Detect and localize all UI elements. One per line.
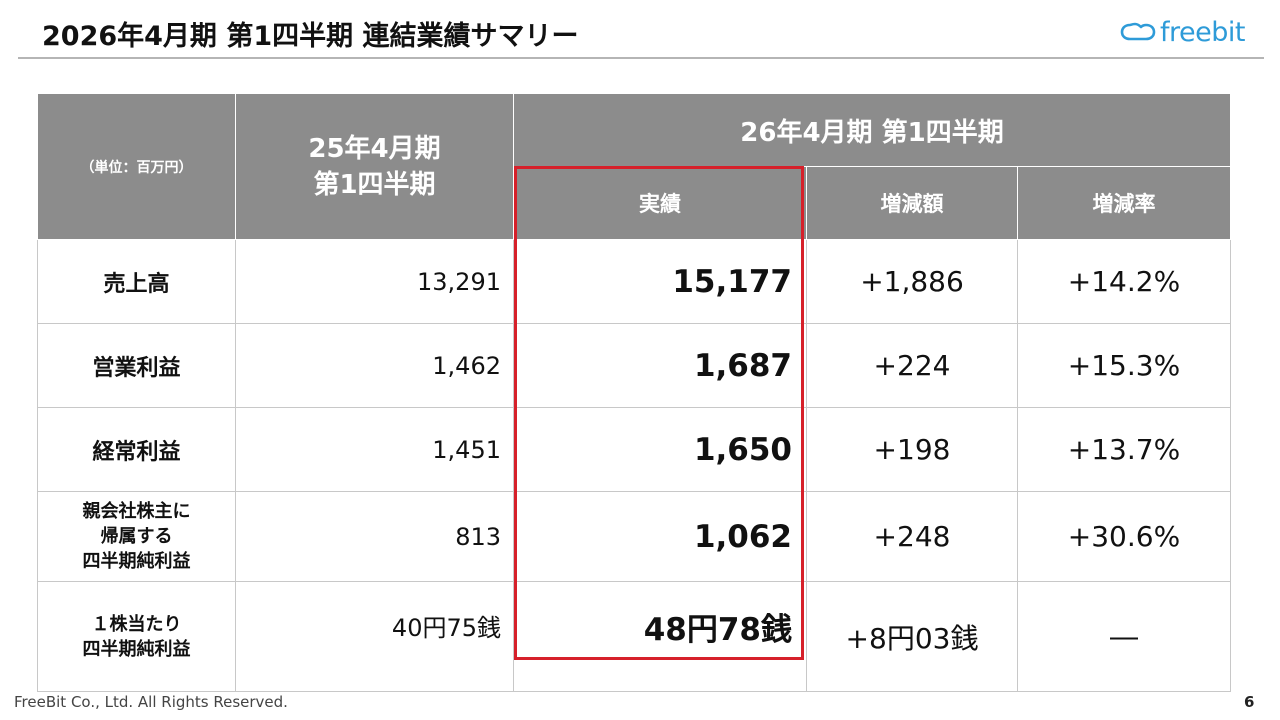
current-period-header: 26年4月期 第1四半期 — [513, 93, 1231, 167]
freebit-logo: freebit — [1120, 16, 1265, 48]
rate-value: +30.6% — [1017, 491, 1231, 582]
row-label-line: １株当たり — [91, 613, 182, 635]
prev-header-line2: 第1四半期 — [313, 169, 436, 200]
actual-value: 1,062 — [513, 491, 807, 582]
row-label: １株当たり 四半期純利益 — [37, 581, 236, 692]
page-title: 2026年4月期 第1四半期 連結業績サマリー — [42, 21, 579, 52]
page-number: 6 — [1244, 693, 1255, 711]
prev-value: 813 — [235, 491, 514, 582]
rate-value: +13.7% — [1017, 407, 1231, 492]
actual-value: 1,650 — [513, 407, 807, 492]
col-actual-header: 実績 — [513, 166, 807, 240]
actual-value: 1,687 — [513, 323, 807, 408]
prev-value: 1,462 — [235, 323, 514, 408]
row-label-line: 四半期純利益 — [82, 551, 191, 572]
unit-label: （単位：百万円） — [37, 93, 236, 240]
rate-value: +14.2% — [1017, 239, 1231, 324]
change-value: +198 — [806, 407, 1018, 492]
row-label-line: 帰属する — [100, 526, 173, 547]
row-label: 営業利益 — [37, 323, 236, 408]
results-summary-table: （単位：百万円） 25年4月期 第1四半期 26年4月期 第1四半期 実績 増減… — [37, 93, 1231, 692]
prev-header-line1: 25年4月期 — [308, 133, 441, 164]
prev-value: 13,291 — [235, 239, 514, 324]
rate-value: +15.3% — [1017, 323, 1231, 408]
table-row-net-income: 親会社株主に 帰属する 四半期純利益 813 1,062 +248 +30.6% — [37, 491, 1231, 582]
rate-value: ― — [1017, 581, 1231, 692]
copyright-footer: FreeBit Co., Ltd. All Rights Reserved. — [14, 693, 288, 711]
title-divider — [18, 57, 1264, 59]
row-label: 親会社株主に 帰属する 四半期純利益 — [37, 491, 236, 582]
col-change-header: 増減額 — [806, 166, 1018, 240]
prev-period-header: 25年4月期 第1四半期 — [235, 93, 514, 240]
change-value: +248 — [806, 491, 1018, 582]
col-rate-header: 増減率 — [1017, 166, 1231, 240]
change-value: +224 — [806, 323, 1018, 408]
table-row-operating-profit: 営業利益 1,462 1,687 +224 +15.3% — [37, 323, 1231, 408]
table-row-net-sales: 売上高 13,291 15,177 +1,886 +14.2% — [37, 239, 1231, 324]
row-label-line: 四半期純利益 — [82, 638, 191, 660]
prev-value: 40円75銭 — [235, 581, 514, 692]
actual-value: 48円78銭 — [513, 581, 807, 692]
actual-value: 15,177 — [513, 239, 807, 324]
row-label: 経常利益 — [37, 407, 236, 492]
prev-value: 1,451 — [235, 407, 514, 492]
logo-text: freebit — [1160, 16, 1245, 48]
change-value: +8円03銭 — [806, 581, 1018, 692]
row-label: 売上高 — [37, 239, 236, 324]
table-row-ordinary-profit: 経常利益 1,451 1,650 +198 +13.7% — [37, 407, 1231, 492]
table-row-eps: １株当たり 四半期純利益 40円75銭 48円78銭 +8円03銭 ― — [37, 581, 1231, 692]
change-value: +1,886 — [806, 239, 1018, 324]
row-label-line: 親会社株主に — [82, 501, 191, 522]
cloud-icon — [1120, 22, 1156, 41]
